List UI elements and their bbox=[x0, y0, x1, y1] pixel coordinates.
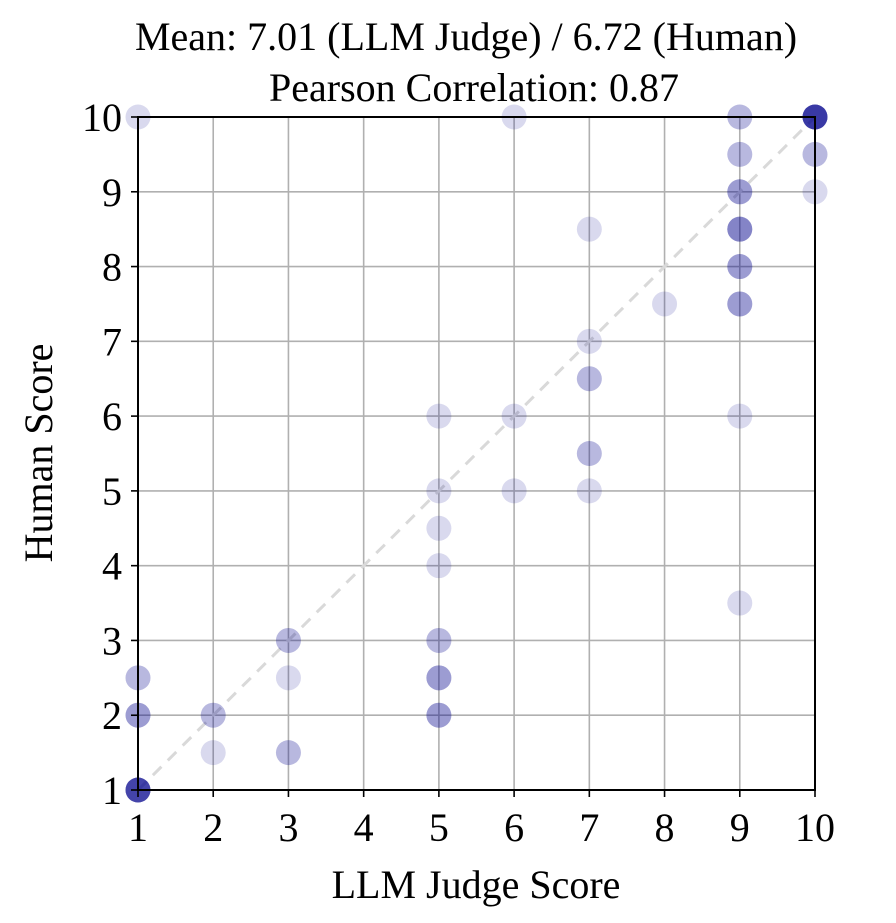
x-tick-label: 8 bbox=[655, 805, 675, 850]
data-point bbox=[501, 478, 527, 504]
plot-frame bbox=[137, 116, 816, 791]
data-point bbox=[426, 553, 452, 579]
x-tick-label: 3 bbox=[278, 805, 298, 850]
data-point bbox=[727, 179, 753, 205]
data-point bbox=[426, 702, 452, 728]
y-tick-label: 9 bbox=[102, 170, 122, 215]
data-point bbox=[275, 740, 301, 766]
y-tick-label: 8 bbox=[102, 245, 122, 290]
x-tick-label: 1 bbox=[128, 805, 148, 850]
x-tick-label: 10 bbox=[795, 805, 835, 850]
data-point bbox=[426, 478, 452, 504]
diagonal-reference-line bbox=[136, 115, 817, 792]
x-tick-labels: 1 2 3 4 5 6 7 8 9 10 bbox=[128, 805, 835, 850]
y-tick-label: 1 bbox=[102, 768, 122, 813]
data-point bbox=[275, 665, 301, 691]
x-tick-label: 9 bbox=[730, 805, 750, 850]
x-tick-label: 6 bbox=[504, 805, 524, 850]
data-point bbox=[501, 403, 527, 429]
data-point bbox=[727, 403, 753, 429]
data-point bbox=[576, 366, 602, 392]
y-tick-label: 5 bbox=[102, 469, 122, 514]
data-point bbox=[426, 627, 452, 653]
data-point bbox=[727, 216, 753, 242]
data-point bbox=[576, 216, 602, 242]
data-point bbox=[426, 665, 452, 691]
data-point bbox=[426, 515, 452, 541]
x-tick-label: 7 bbox=[579, 805, 599, 850]
y-tick-label: 2 bbox=[102, 693, 122, 738]
data-point bbox=[275, 627, 301, 653]
y-tick-labels: 1 2 3 4 5 6 7 8 9 10 bbox=[82, 95, 122, 813]
y-tick-label: 7 bbox=[102, 319, 122, 364]
data-point bbox=[200, 702, 226, 728]
data-point bbox=[652, 291, 678, 317]
y-tick-label: 3 bbox=[102, 618, 122, 663]
x-tick-label: 4 bbox=[354, 805, 374, 850]
data-point bbox=[576, 328, 602, 354]
data-point bbox=[727, 590, 753, 616]
data-point bbox=[727, 291, 753, 317]
data-point bbox=[727, 141, 753, 167]
plot-axes bbox=[131, 116, 816, 797]
x-axis-label: LLM Judge Score bbox=[332, 862, 621, 907]
data-point bbox=[576, 478, 602, 504]
data-point bbox=[727, 254, 753, 280]
x-tick-label: 2 bbox=[203, 805, 223, 850]
chart-title: Mean: 7.01 (LLM Judge) / 6.72 (Human) bbox=[135, 14, 797, 59]
data-point bbox=[576, 441, 602, 466]
chart-subtitle: Pearson Correlation: 0.87 bbox=[269, 65, 679, 110]
data-point bbox=[426, 403, 452, 429]
y-tick-label: 6 bbox=[102, 394, 122, 439]
y-axis-label: Human Score bbox=[16, 344, 61, 563]
data-points bbox=[125, 104, 828, 803]
x-tick-label: 5 bbox=[429, 805, 449, 850]
y-tick-label: 4 bbox=[102, 544, 122, 589]
data-point bbox=[200, 740, 226, 766]
y-tick-label: 10 bbox=[82, 95, 122, 140]
